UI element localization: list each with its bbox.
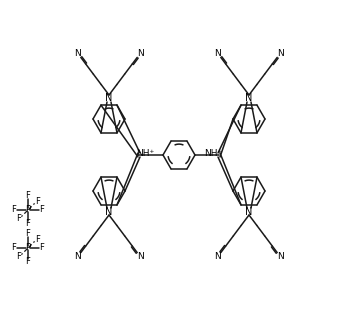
Text: N: N bbox=[74, 49, 81, 58]
Text: F: F bbox=[11, 205, 16, 215]
Text: N: N bbox=[214, 49, 221, 58]
Text: P: P bbox=[25, 205, 31, 215]
Text: N: N bbox=[137, 252, 144, 261]
Text: N: N bbox=[105, 207, 113, 217]
Text: NH⁺: NH⁺ bbox=[204, 150, 222, 158]
Text: N: N bbox=[214, 252, 221, 261]
Text: F: F bbox=[35, 235, 40, 244]
Text: NH⁺: NH⁺ bbox=[136, 150, 154, 158]
Text: F: F bbox=[25, 220, 30, 228]
Text: N: N bbox=[245, 207, 253, 217]
Text: P: P bbox=[25, 243, 31, 253]
Text: N: N bbox=[137, 49, 144, 58]
Text: F: F bbox=[40, 243, 44, 253]
Text: N: N bbox=[277, 252, 284, 261]
Text: N: N bbox=[245, 93, 253, 103]
Text: F: F bbox=[35, 197, 40, 206]
Text: F: F bbox=[25, 257, 30, 266]
Text: N: N bbox=[105, 93, 113, 103]
Text: F: F bbox=[40, 205, 44, 215]
Text: N: N bbox=[277, 49, 284, 58]
Text: F: F bbox=[11, 243, 16, 253]
Text: F: F bbox=[25, 230, 30, 238]
Text: F: F bbox=[16, 252, 21, 261]
Text: F: F bbox=[16, 214, 21, 223]
Text: F: F bbox=[25, 192, 30, 201]
Text: N: N bbox=[74, 252, 81, 261]
